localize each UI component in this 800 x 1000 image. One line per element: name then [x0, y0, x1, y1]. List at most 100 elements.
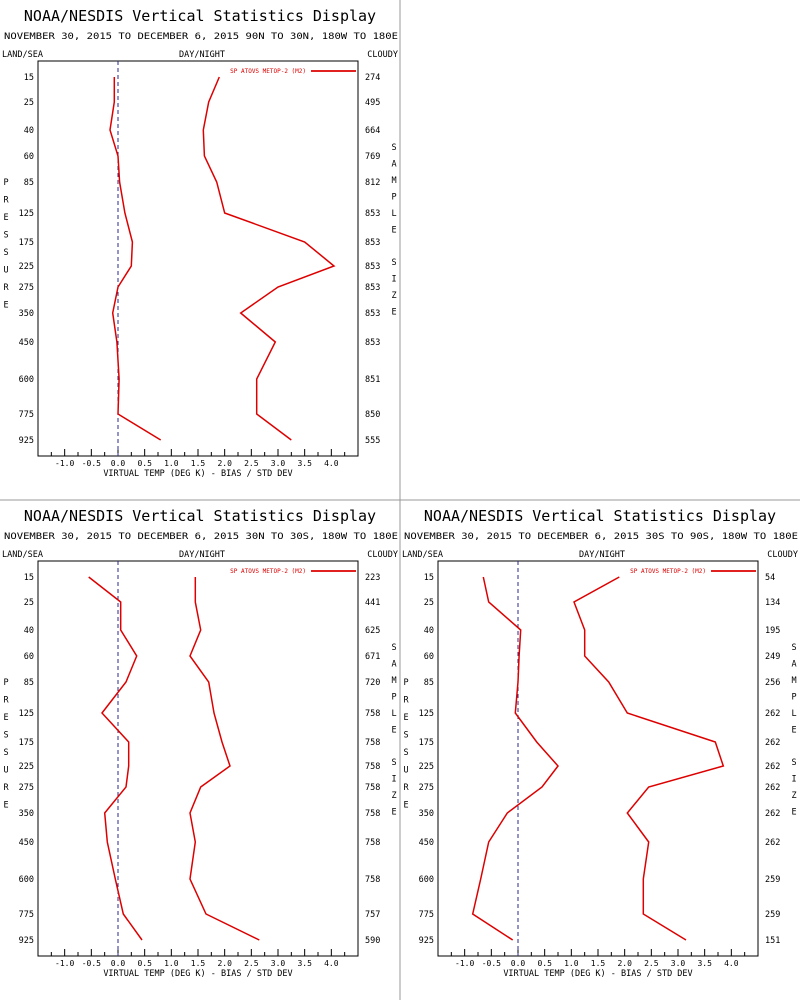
pressure-level-label: 175: [19, 238, 34, 248]
x-tick-label: 2.0: [217, 459, 232, 468]
pressure-level-label: 925: [419, 936, 434, 946]
std-dev-line: [189, 577, 260, 941]
pressure-level-label: 85: [24, 678, 34, 688]
sample-size-label: 151: [765, 936, 780, 946]
y-axis-label-char: S: [391, 258, 396, 268]
pressure-level-label: 225: [19, 262, 34, 272]
y-axis-label-char: A: [391, 660, 396, 670]
x-tick-label: 0.0: [111, 459, 126, 468]
x-tick-label: 1.0: [164, 459, 179, 468]
y-axis-label-char: E: [391, 726, 396, 736]
pressure-level-label: 15: [424, 573, 434, 583]
y-axis-label-char: R: [3, 696, 9, 706]
chart-subtitle: NOVEMBER 30, 2015 TO DECEMBER 6, 2015 90…: [4, 32, 398, 42]
x-tick-label: 2.0: [617, 959, 632, 968]
x-tick-label: 0.5: [537, 959, 552, 968]
sample-size-label: 671: [365, 652, 380, 662]
pressure-level-label: 60: [24, 652, 34, 662]
sample-size-label: 758: [365, 875, 380, 885]
y-axis-label-char: E: [791, 726, 796, 736]
sample-size-label: 812: [365, 178, 380, 188]
y-axis-label-char: S: [391, 758, 396, 768]
x-tick-label: 0.5: [137, 459, 152, 468]
plot-frame: [37, 60, 359, 457]
chart-panel: NOAA/NESDIS Vertical Statistics Display N…: [402, 507, 798, 979]
x-tick-label: 1.0: [164, 959, 179, 968]
y-axis-label-char: L: [391, 209, 396, 219]
chart-title: NOAA/NESDIS Vertical Statistics Display: [24, 7, 376, 25]
x-tick-label: 3.5: [297, 459, 312, 468]
y-axis-label-char: P: [391, 693, 396, 703]
chart-subtitle: NOVEMBER 30, 2015 TO DECEMBER 6, 2015 30…: [404, 532, 798, 542]
pressure-level-label: 25: [424, 598, 434, 608]
x-tick-label: 2.5: [244, 459, 259, 468]
sample-size-label: 758: [365, 709, 380, 719]
sample-size-label: 495: [365, 98, 380, 108]
sample-size-label: 850: [365, 410, 380, 420]
pressure-level-label: 600: [19, 375, 34, 385]
sample-size-label: 262: [765, 709, 780, 719]
y-axis-label-char: Z: [791, 791, 796, 801]
pressure-level-label: 225: [19, 762, 34, 772]
pressure-level-label: 350: [19, 809, 34, 819]
sample-size-label: 853: [365, 262, 380, 272]
sample-size-label: 195: [765, 626, 780, 636]
y-axis-label-char: P: [791, 693, 796, 703]
x-tick-label: 1.0: [564, 959, 579, 968]
sample-size-label: 853: [365, 209, 380, 219]
bias-line: [88, 576, 143, 941]
y-axis-label-char: R: [3, 196, 9, 206]
y-axis-label-char: I: [791, 775, 796, 785]
y-axis-label-char: A: [391, 160, 396, 170]
x-tick-label: 4.0: [724, 959, 739, 968]
pressure-level-label: 125: [19, 209, 34, 219]
x-tick-label: -1.0: [55, 959, 74, 968]
sample-size-label: 625: [365, 626, 380, 636]
y-axis-label-char: Z: [391, 291, 396, 301]
sample-size-label: 259: [765, 910, 780, 920]
chart-title: NOAA/NESDIS Vertical Statistics Display: [424, 507, 776, 525]
sample-size-label: 262: [765, 838, 780, 848]
y-axis-label-char: S: [791, 643, 796, 653]
sample-size-label: 758: [365, 838, 380, 848]
y-axis-label-char: E: [391, 308, 396, 318]
pressure-level-label: 450: [19, 838, 34, 848]
sample-size-label: 769: [365, 152, 380, 162]
x-tick-label: 1.5: [191, 459, 206, 468]
pressure-level-label: 25: [24, 98, 34, 108]
x-tick-label: 0.0: [511, 959, 526, 968]
cloudy-label: CLOUDY: [367, 50, 398, 60]
y-axis-label-char: R: [403, 783, 409, 793]
pressure-level-label: 125: [419, 709, 434, 719]
pressure-level-label: 925: [19, 936, 34, 946]
y-axis-label-char: U: [3, 766, 8, 776]
legend-label: SP ATOVS METOP-2 (M2): [230, 68, 306, 75]
y-axis-label-char: A: [791, 660, 796, 670]
pressure-level-label: 175: [19, 738, 34, 748]
sample-size-label: 757: [365, 910, 380, 920]
x-tick-label: 3.0: [271, 459, 286, 468]
sample-size-label: 853: [365, 283, 380, 293]
x-tick-label: -1.0: [55, 459, 74, 468]
chart-panel: NOAA/NESDIS Vertical Statistics Display N…: [2, 7, 398, 479]
pressure-level-label: 225: [419, 762, 434, 772]
pressure-level-label: 775: [419, 910, 434, 920]
pressure-level-label: 775: [19, 410, 34, 420]
pressure-level-label: 175: [419, 738, 434, 748]
y-axis-label-char: E: [3, 713, 8, 723]
x-tick-label: 1.5: [191, 959, 206, 968]
pressure-level-label: 600: [419, 875, 434, 885]
sample-size-label: 555: [365, 436, 380, 446]
y-axis-label-char: E: [391, 226, 396, 236]
plot-frame: [437, 560, 759, 957]
y-axis-label-char: S: [3, 231, 8, 241]
sample-size-label: 758: [365, 738, 380, 748]
pressure-level-label: 350: [19, 309, 34, 319]
pressure-level-label: 25: [24, 598, 34, 608]
y-axis-label-char: S: [3, 748, 8, 758]
y-axis-label-char: S: [791, 758, 796, 768]
y-axis-label-char: P: [403, 678, 408, 688]
day-night-label: DAY/NIGHT: [179, 50, 225, 60]
